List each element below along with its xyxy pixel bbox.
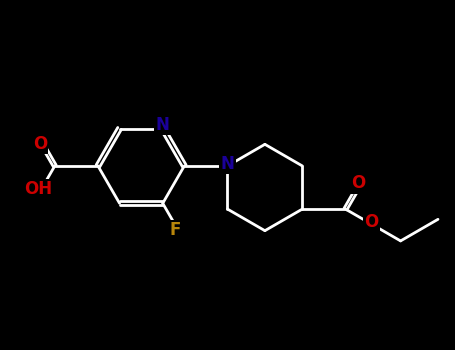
Text: O: O — [351, 174, 365, 192]
Text: F: F — [170, 221, 181, 239]
Text: N: N — [221, 155, 234, 173]
Text: O: O — [364, 212, 379, 231]
Text: OH: OH — [24, 180, 52, 198]
Text: O: O — [33, 135, 47, 153]
Text: N: N — [156, 116, 170, 134]
